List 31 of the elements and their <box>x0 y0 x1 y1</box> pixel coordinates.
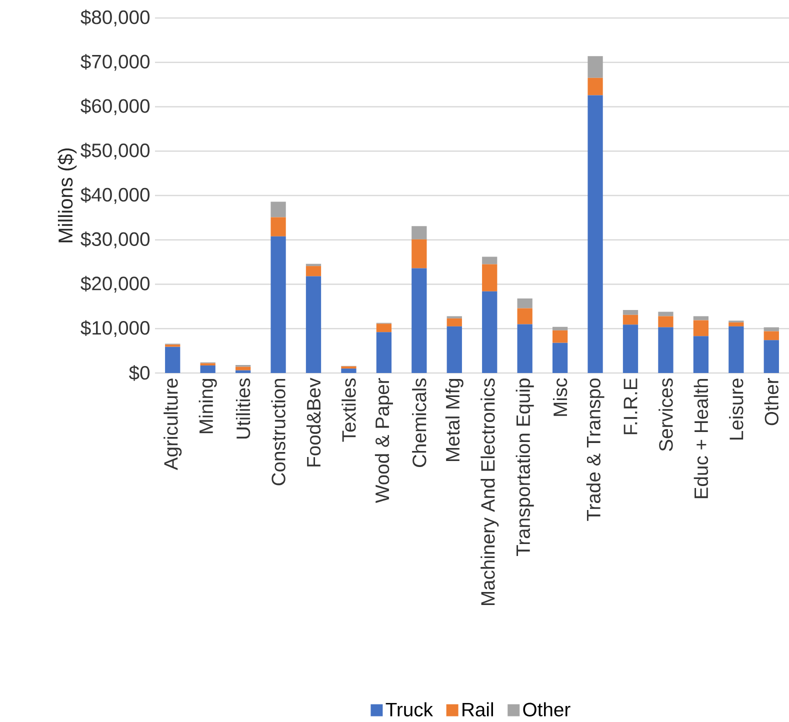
legend-label: Other <box>523 702 570 716</box>
x-tick-label: Services <box>658 378 673 451</box>
x-tick-label: F.I.R.E <box>624 378 638 434</box>
x-tick-label: Other <box>764 378 778 426</box>
x-tick-label: Utilities <box>236 378 250 439</box>
y-tick-label: $60,000 <box>80 98 150 116</box>
legend-label: Truck <box>386 702 434 716</box>
x-tick-label: Textiles <box>342 378 356 442</box>
x-tick-label: Trade & Transpo <box>586 378 604 521</box>
y-tick-label: $50,000 <box>80 142 150 160</box>
y-axis-title: Millions ($) <box>58 148 77 242</box>
x-tick-label: Metal Mfg <box>445 378 464 461</box>
y-tick-label: $70,000 <box>80 54 150 71</box>
x-tick-label: Construction <box>271 378 286 486</box>
y-tick-label: $80,000 <box>80 10 150 26</box>
y-tick-label: $0 <box>128 365 150 381</box>
y-tick-label: $30,000 <box>80 231 150 248</box>
y-tick-label: $40,000 <box>80 187 150 204</box>
y-tick-label: $10,000 <box>80 320 150 338</box>
x-tick-label: Agriculture <box>164 378 182 470</box>
x-tick-label: Chemicals <box>412 378 426 467</box>
legend-label: Rail <box>462 702 493 716</box>
x-tick-label: Wood & Paper <box>374 378 393 504</box>
x-tick-label: Educ + Health <box>694 379 708 498</box>
x-tick-label: Transportation Equip <box>516 378 534 556</box>
x-tick-label: Leisure <box>729 378 744 440</box>
x-tick-label: Food&Bev <box>306 378 321 466</box>
x-tick-label: Mining <box>198 378 217 434</box>
x-tick-label: Machinery And Electronics <box>480 378 499 605</box>
x-tick-label: Misc <box>552 378 568 416</box>
y-tick-label: $20,000 <box>80 276 150 293</box>
